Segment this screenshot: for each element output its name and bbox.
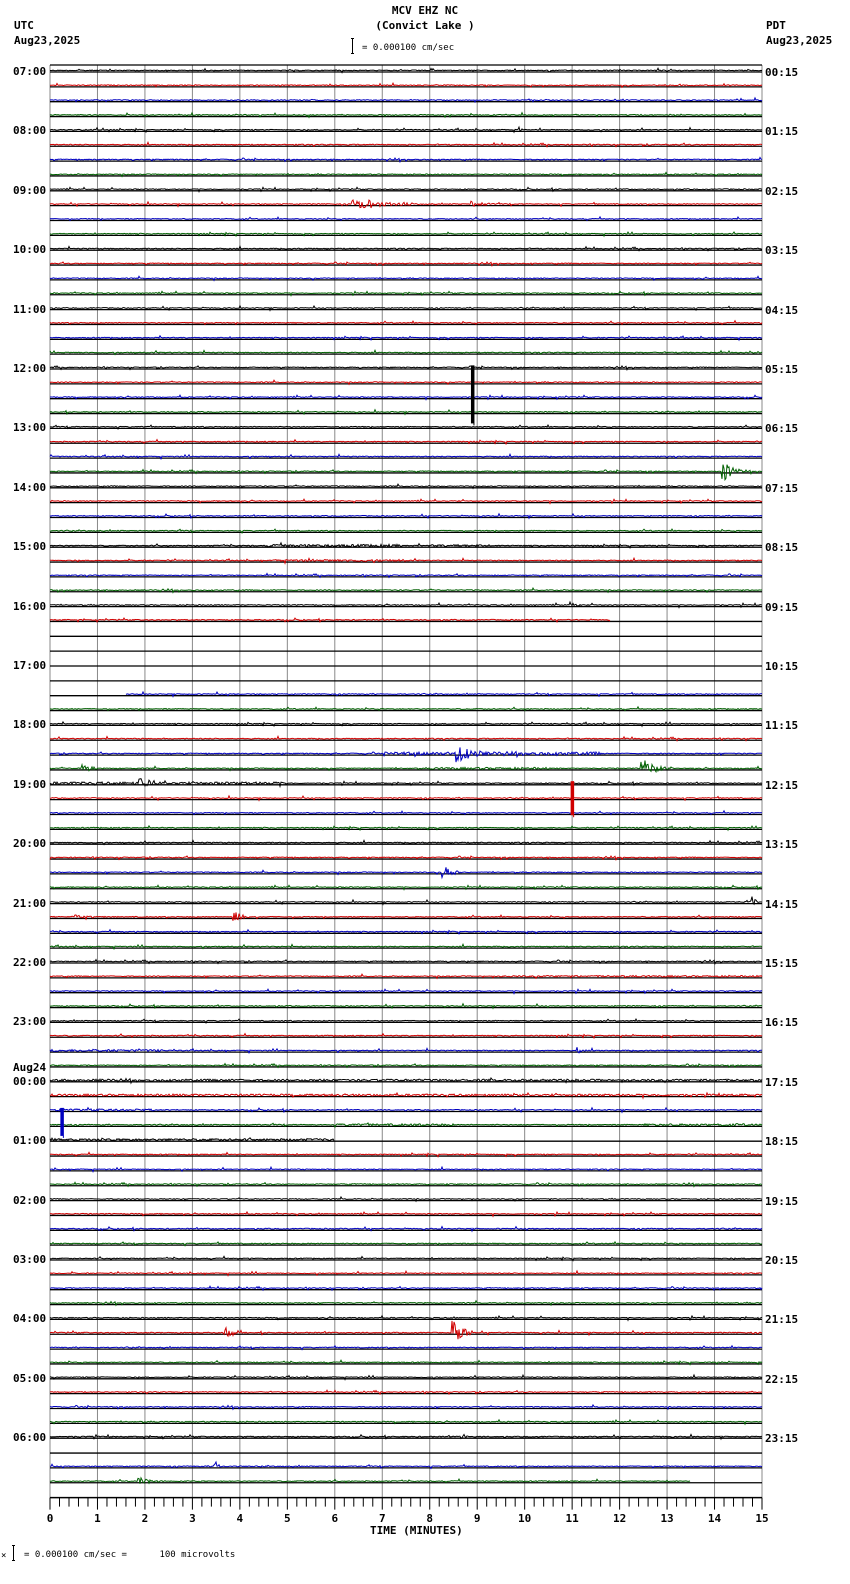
left-date: Aug23,2025 bbox=[14, 34, 81, 47]
pdt-hour-label: 01:15 bbox=[765, 125, 799, 139]
footer-scale-bar-icon bbox=[12, 1545, 15, 1561]
utc-hour-label: 02:00 bbox=[13, 1193, 47, 1207]
pdt-hour-label: 20:15 bbox=[765, 1254, 799, 1267]
utc-hour-label: 11:00 bbox=[13, 302, 47, 316]
utc-hour-label: 00:00 bbox=[13, 1074, 47, 1088]
x-tick-label: 15 bbox=[755, 1511, 769, 1525]
pdt-hour-label: 07:15 bbox=[765, 481, 799, 495]
x-tick-label: 7 bbox=[378, 1511, 386, 1525]
right-date: Aug23,2025 bbox=[766, 34, 833, 47]
x-tick-label: 2 bbox=[141, 1511, 149, 1525]
x-tick-label: 14 bbox=[707, 1511, 722, 1525]
footer-prefix: × bbox=[1, 1551, 7, 1561]
pdt-hour-label: 14:15 bbox=[765, 897, 799, 911]
x-tick-label: 3 bbox=[189, 1511, 196, 1525]
x-tick-label: 10 bbox=[518, 1511, 532, 1525]
pdt-hour-label: 09:15 bbox=[765, 600, 799, 614]
pdt-hour-label: 04:15 bbox=[765, 303, 799, 317]
pdt-hour-label: 16:15 bbox=[765, 1016, 799, 1030]
utc-hour-label: 17:00 bbox=[13, 659, 47, 672]
utc-hour-label: 08:00 bbox=[13, 124, 47, 138]
pdt-hour-label: 08:15 bbox=[765, 541, 799, 555]
utc-hour-label: 20:00 bbox=[13, 837, 47, 851]
utc-hour-label: 09:00 bbox=[13, 183, 47, 197]
utc-hour-label: 07:00 bbox=[13, 65, 47, 78]
pdt-hour-label: 15:15 bbox=[765, 957, 799, 970]
x-tick-label: 13 bbox=[660, 1511, 674, 1525]
pdt-hour-label: 18:15 bbox=[765, 1135, 799, 1149]
pdt-hour-label: 12:15 bbox=[765, 778, 799, 792]
x-axis-title: TIME (MINUTES) bbox=[370, 1523, 463, 1537]
right-timezone: PDT bbox=[766, 19, 786, 32]
pdt-hour-label: 21:15 bbox=[765, 1313, 799, 1327]
pdt-hour-label: 05:15 bbox=[765, 363, 799, 376]
x-tick-label: 4 bbox=[236, 1511, 244, 1525]
x-tick-label: 0 bbox=[46, 1511, 54, 1525]
x-tick-label: 5 bbox=[284, 1511, 291, 1525]
pdt-hour-label: 13:15 bbox=[765, 838, 799, 852]
x-tick-label: 8 bbox=[426, 1511, 434, 1525]
station-location: (Convict Lake ) bbox=[375, 19, 475, 32]
pdt-hour-label: 10:15 bbox=[765, 660, 799, 673]
x-tick-label: 9 bbox=[473, 1511, 481, 1525]
x-tick-label: 11 bbox=[565, 1511, 579, 1525]
utc-hour-label: 01:00 bbox=[13, 1134, 47, 1148]
utc-hour-label: 06:00 bbox=[13, 1431, 47, 1445]
pdt-hour-label: 02:15 bbox=[765, 184, 799, 198]
scale-bar-icon bbox=[351, 38, 354, 54]
utc-hour-label: 12:00 bbox=[13, 362, 47, 375]
utc-hour-label: 21:00 bbox=[13, 896, 47, 910]
pdt-hour-label: 00:15 bbox=[765, 66, 799, 79]
utc-hour-label: 16:00 bbox=[13, 599, 47, 613]
footer-scale-label: = 0.000100 cm/sec = 100 microvolts bbox=[24, 1550, 236, 1560]
x-tick-label: 12 bbox=[612, 1511, 627, 1525]
utc-hour-label: 03:00 bbox=[13, 1253, 47, 1266]
utc-hour-label: 05:00 bbox=[13, 1371, 47, 1385]
utc-hour-label: 19:00 bbox=[13, 777, 47, 791]
utc-hour-label: 22:00 bbox=[13, 956, 47, 969]
pdt-hour-label: 06:15 bbox=[765, 422, 799, 436]
utc-date-label: Aug24 bbox=[13, 1060, 47, 1074]
station-title: MCV EHZ NC bbox=[391, 4, 459, 17]
pdt-hour-label: 17:15 bbox=[765, 1075, 799, 1089]
utc-hour-label: 14:00 bbox=[13, 480, 47, 494]
x-tick-label: 6 bbox=[331, 1511, 339, 1525]
left-timezone: UTC bbox=[14, 19, 34, 32]
pdt-hour-label: 23:15 bbox=[765, 1432, 799, 1446]
scale-label: = 0.000100 cm/sec bbox=[362, 43, 455, 53]
utc-hour-label: 23:00 bbox=[13, 1015, 47, 1029]
utc-hour-label: 18:00 bbox=[13, 718, 47, 732]
pdt-hour-label: 19:15 bbox=[765, 1194, 799, 1208]
pdt-hour-label: 03:15 bbox=[765, 244, 799, 258]
pdt-hour-label: 22:15 bbox=[765, 1372, 799, 1386]
x-tick-label: 1 bbox=[94, 1511, 101, 1525]
utc-hour-label: 13:00 bbox=[13, 421, 47, 435]
pdt-hour-label: 11:15 bbox=[765, 719, 799, 733]
utc-hour-label: 04:00 bbox=[13, 1312, 47, 1326]
utc-hour-label: 10:00 bbox=[13, 243, 47, 257]
utc-hour-label: 15:00 bbox=[13, 540, 47, 554]
